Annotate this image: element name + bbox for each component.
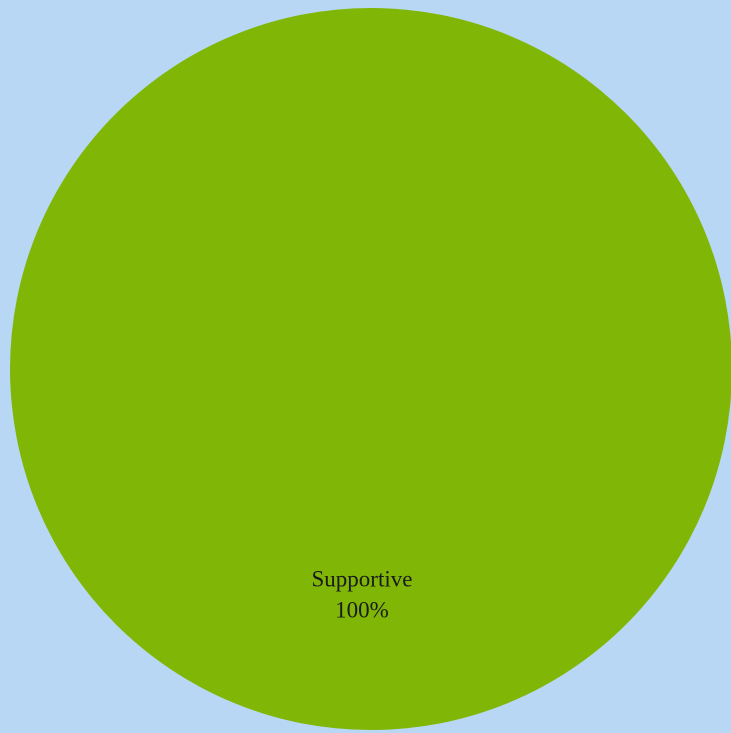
slice-label: Supportive <box>312 567 413 592</box>
slice-value-label: 100% <box>335 598 389 623</box>
pie-slice <box>10 8 731 730</box>
